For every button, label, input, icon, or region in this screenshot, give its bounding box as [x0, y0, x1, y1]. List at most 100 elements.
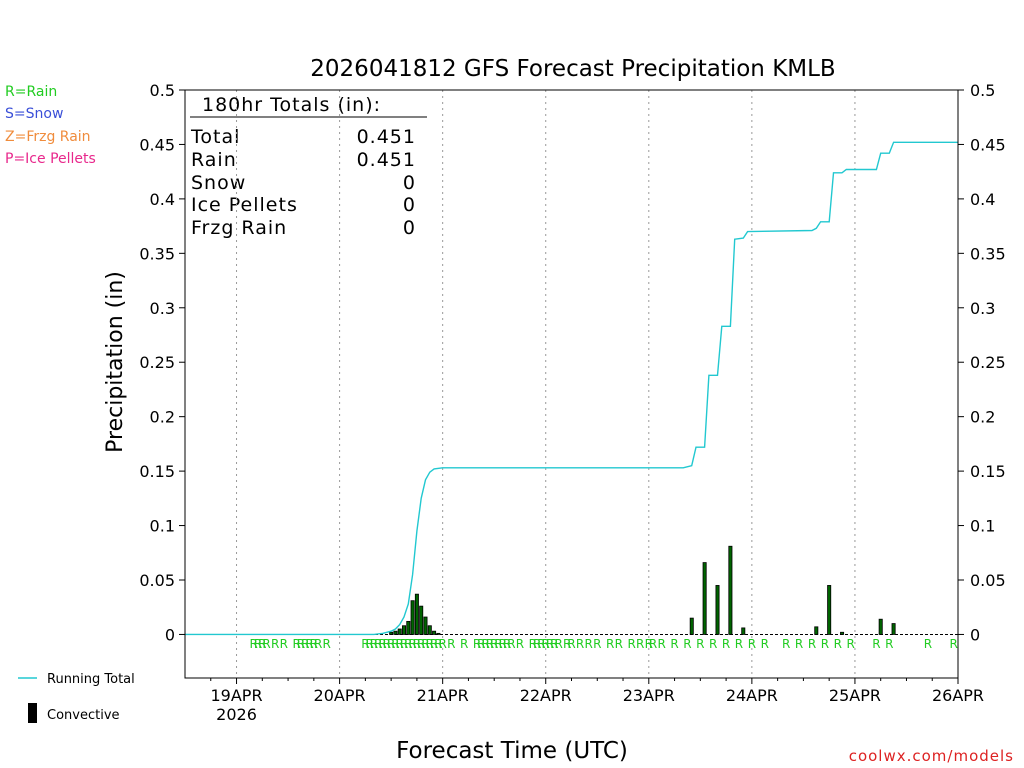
- precip-type-marker-76: R: [846, 637, 854, 651]
- precip-type-marker-38: R: [490, 637, 498, 651]
- running-total-line: [185, 141, 958, 636]
- precip-type-marker-35: R: [477, 637, 485, 651]
- ytick-label-left-0: 0: [165, 625, 175, 644]
- precip-type-marker-37: R: [486, 637, 494, 651]
- precip-bar-21: [891, 623, 896, 635]
- ytick-label-left-10: 0.5: [150, 81, 175, 100]
- precip-type-marker-51: R: [563, 637, 571, 651]
- precip-type-marker-28: R: [426, 637, 434, 651]
- precip-bar-6: [414, 593, 419, 635]
- xtick-label-5: 24APR: [726, 686, 778, 705]
- precip-type-marker-9: R: [305, 637, 313, 651]
- precip-type-marker-39: R: [494, 637, 502, 651]
- precip-type-marker-59: R: [636, 637, 644, 651]
- ytick-label-right-10: 0.5: [970, 81, 995, 100]
- totals-label-rain: Rain: [191, 149, 237, 171]
- legend-convective: Convective: [47, 708, 120, 723]
- totals-value-snow: 0: [403, 172, 416, 194]
- legend-rain: R=Rain: [5, 84, 57, 100]
- precip-type-marker-74: R: [821, 637, 829, 651]
- precip-type-marker-21: R: [396, 637, 404, 651]
- xtick-label-4: 23APR: [623, 686, 675, 705]
- site-credit: coolwx.com/models: [849, 747, 1014, 765]
- ytick-label-right-5: 0.25: [970, 353, 1006, 372]
- precip-type-marker-19: R: [387, 637, 395, 651]
- precip-type-marker-32: R: [447, 637, 455, 651]
- legend-snow: S=Snow: [5, 106, 63, 122]
- ytick-label-right-2: 0.1: [970, 517, 995, 536]
- ytick-label-left-8: 0.4: [150, 190, 175, 209]
- ytick-label-left-1: 0.05: [139, 571, 175, 590]
- precip-type-marker-71: R: [782, 637, 790, 651]
- ytick-label-left-2: 0.1: [150, 517, 175, 536]
- ytick-label-right-9: 0.45: [970, 135, 1006, 154]
- precip-type-marker-33: R: [460, 637, 468, 651]
- ytick-label-right-3: 0.15: [970, 462, 1006, 481]
- legend-frzg-rain: Z=Frzg Rain: [5, 129, 91, 145]
- precip-type-marker-6: R: [292, 637, 300, 651]
- precip-bar-8: [423, 616, 428, 635]
- ytick-label-right-6: 0.3: [970, 299, 995, 318]
- precip-bar-11: [436, 632, 441, 635]
- precip-type-marker-52: R: [567, 637, 575, 651]
- ytick-label-left-6: 0.3: [150, 299, 175, 318]
- totals-value-rain: 0.451: [357, 149, 416, 171]
- precip-type-marker-73: R: [808, 637, 816, 651]
- precip-type-marker-58: R: [627, 637, 635, 651]
- precip-type-marker-23: R: [404, 637, 412, 651]
- precip-type-marker-49: R: [550, 637, 558, 651]
- precip-type-marker-12: R: [323, 637, 331, 651]
- precip-type-marker-3: R: [262, 637, 270, 651]
- precip-bar-20: [878, 618, 883, 635]
- precip-type-marker-43: R: [516, 637, 524, 651]
- precip-type-marker-26: R: [417, 637, 425, 651]
- precip-type-marker-34: R: [473, 637, 481, 651]
- precip-type-marker-2: R: [258, 637, 266, 651]
- precip-type-marker-56: R: [606, 637, 614, 651]
- totals-value-frzg-rain: 0: [403, 217, 416, 239]
- totals-label-frzg-rain: Frzg Rain: [191, 217, 287, 239]
- ytick-label-right-4: 0.2: [970, 408, 995, 427]
- xtick-label-7: 26APR: [932, 686, 984, 705]
- precip-type-marker-17: R: [378, 637, 386, 651]
- precip-type-marker-30: R: [434, 637, 442, 651]
- ytick-label-right-7: 0.35: [970, 244, 1006, 263]
- precip-type-marker-20: R: [391, 637, 399, 651]
- precip-type-marker-80: R: [950, 637, 958, 651]
- ytick-label-right-0: 0: [970, 625, 980, 644]
- precip-type-marker-16: R: [374, 637, 382, 651]
- precip-type-marker-55: R: [593, 637, 601, 651]
- precip-type-marker-5: R: [280, 637, 288, 651]
- totals-label-snow: Snow: [191, 172, 246, 194]
- precip-bar-10: [432, 630, 437, 635]
- precip-type-marker-46: R: [537, 637, 545, 651]
- precip-type-marker-77: R: [872, 637, 880, 651]
- xtick-label-2: 21APR: [417, 686, 469, 705]
- precip-type-marker-62: R: [658, 637, 666, 651]
- xtick-sublabel-0: 2026: [216, 705, 257, 724]
- chart-title: 2026041812 GFS Forecast Precipitation KM…: [310, 56, 835, 82]
- totals-title: 180hr Totals (in):: [202, 94, 381, 116]
- precip-type-marker-53: R: [576, 637, 584, 651]
- precip-bar-2: [397, 628, 402, 635]
- y-axis-title: Precipitation (in): [103, 271, 128, 453]
- totals-label-ice-pellets: Ice Pellets: [191, 194, 298, 216]
- precip-type-marker-18: R: [383, 637, 391, 651]
- precip-type-marker-8: R: [301, 637, 309, 651]
- precip-type-marker-14: R: [365, 637, 373, 651]
- ytick-label-left-5: 0.25: [139, 353, 175, 372]
- precip-bar-3: [402, 625, 407, 635]
- precip-type-marker-65: R: [696, 637, 704, 651]
- precip-type-marker-1: R: [254, 637, 262, 651]
- precip-bar-12: [689, 617, 694, 635]
- precip-type-marker-70: R: [761, 637, 769, 651]
- precip-type-marker-15: R: [370, 637, 378, 651]
- precip-type-marker-72: R: [795, 637, 803, 651]
- precip-type-marker-48: R: [546, 637, 554, 651]
- precip-type-marker-57: R: [615, 637, 623, 651]
- totals-box: 180hr Totals (in): Total 0.451 Rain 0.45…: [190, 94, 427, 239]
- precip-bars: [389, 545, 896, 635]
- totals-value-total: 0.451: [357, 126, 416, 148]
